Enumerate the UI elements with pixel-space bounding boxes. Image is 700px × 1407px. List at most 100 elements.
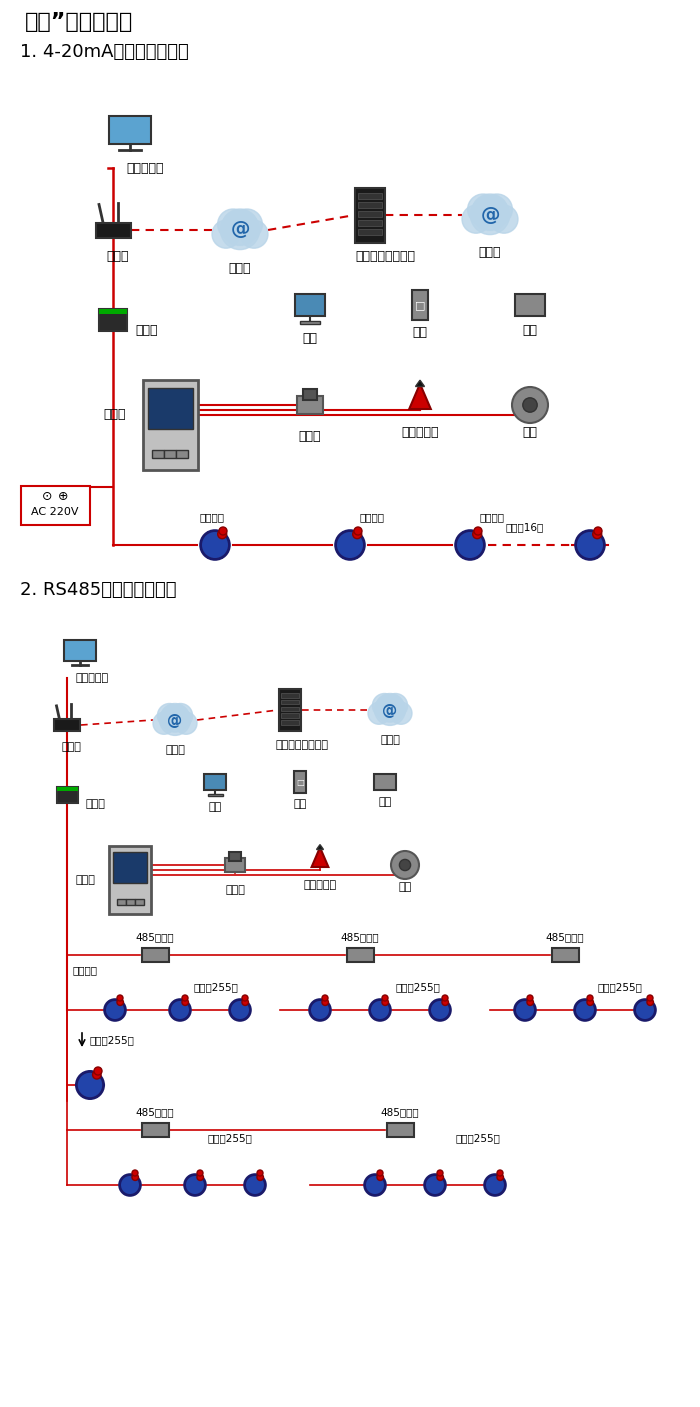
Text: □: □: [296, 778, 304, 787]
Text: 485中继器: 485中继器: [381, 1107, 419, 1117]
Bar: [358, 201, 382, 207]
Circle shape: [153, 712, 175, 734]
Circle shape: [169, 704, 192, 727]
Circle shape: [382, 995, 388, 1000]
Bar: [230, 853, 241, 861]
Circle shape: [244, 1175, 265, 1196]
Circle shape: [473, 529, 482, 539]
Circle shape: [425, 1175, 445, 1196]
Bar: [108, 115, 151, 145]
Circle shape: [222, 210, 258, 245]
Bar: [143, 380, 197, 470]
Bar: [412, 290, 428, 319]
Bar: [358, 193, 382, 198]
Bar: [295, 294, 325, 317]
Bar: [281, 699, 299, 705]
Text: @: @: [167, 712, 183, 727]
Circle shape: [474, 528, 482, 535]
Text: 单机版电脑: 单机版电脑: [126, 162, 164, 174]
Circle shape: [120, 1175, 141, 1196]
Text: □: □: [414, 300, 426, 310]
Text: 2. RS485信号连接系统图: 2. RS485信号连接系统图: [20, 581, 176, 599]
Circle shape: [212, 221, 240, 248]
Text: 安帕尔网络服务器: 安帕尔网络服务器: [276, 740, 328, 750]
Text: 路由器: 路由器: [106, 249, 130, 263]
Text: 可连接255台: 可连接255台: [90, 1036, 135, 1045]
Circle shape: [472, 194, 508, 231]
Circle shape: [232, 210, 262, 239]
Circle shape: [201, 530, 230, 560]
Circle shape: [257, 1173, 263, 1180]
Bar: [515, 294, 545, 317]
Polygon shape: [312, 847, 328, 867]
Circle shape: [497, 1173, 503, 1180]
Circle shape: [117, 999, 123, 1006]
Circle shape: [647, 995, 653, 1000]
Bar: [281, 720, 299, 725]
Text: ⊕: ⊕: [57, 491, 69, 504]
Text: 终端: 终端: [379, 796, 391, 808]
Circle shape: [322, 999, 328, 1006]
Circle shape: [257, 1171, 263, 1176]
Bar: [298, 395, 323, 414]
Text: 可连接255台: 可连接255台: [455, 1133, 500, 1142]
Text: 风机: 风机: [522, 426, 538, 439]
Circle shape: [309, 999, 330, 1020]
Circle shape: [575, 530, 604, 560]
Circle shape: [197, 1173, 204, 1180]
Bar: [64, 640, 96, 660]
Circle shape: [456, 530, 484, 560]
Text: ⊙: ⊙: [42, 491, 52, 504]
Bar: [346, 948, 374, 962]
Bar: [113, 853, 147, 882]
Text: 风机: 风机: [398, 882, 412, 892]
Bar: [152, 450, 164, 459]
Text: 可连接255台: 可连接255台: [208, 1133, 253, 1142]
Text: 485中继器: 485中继器: [136, 931, 174, 943]
Text: 电磁阀: 电磁阀: [299, 431, 321, 443]
Bar: [141, 1123, 169, 1137]
Circle shape: [242, 995, 248, 1000]
Circle shape: [442, 999, 449, 1006]
Circle shape: [161, 704, 189, 732]
Circle shape: [484, 1175, 505, 1196]
Circle shape: [497, 1171, 503, 1176]
Circle shape: [442, 995, 448, 1000]
Circle shape: [430, 999, 450, 1020]
Text: 声光报警器: 声光报警器: [303, 879, 337, 891]
Bar: [99, 310, 127, 314]
Text: 可连接255台: 可连接255台: [598, 982, 643, 992]
Circle shape: [376, 694, 405, 722]
Text: 互联网: 互联网: [229, 262, 251, 274]
Circle shape: [175, 712, 197, 734]
Circle shape: [575, 999, 596, 1020]
Circle shape: [372, 694, 397, 718]
Circle shape: [384, 694, 407, 718]
Text: AC 220V: AC 220V: [32, 507, 78, 516]
Bar: [225, 858, 245, 872]
Circle shape: [374, 695, 405, 726]
Circle shape: [160, 705, 190, 736]
Circle shape: [370, 999, 391, 1020]
Circle shape: [117, 995, 123, 1000]
Circle shape: [390, 702, 412, 725]
Circle shape: [354, 528, 362, 535]
Bar: [281, 706, 299, 711]
Bar: [57, 787, 78, 803]
Text: 安帕尔网络服务器: 安帕尔网络服务器: [355, 250, 415, 263]
Circle shape: [368, 702, 390, 725]
Circle shape: [182, 995, 188, 1000]
Text: 可连接16个: 可连接16个: [505, 522, 543, 532]
Circle shape: [242, 999, 248, 1006]
Circle shape: [647, 999, 654, 1006]
Bar: [294, 771, 306, 794]
Bar: [358, 228, 382, 235]
Bar: [116, 899, 125, 905]
Circle shape: [132, 1171, 138, 1176]
Circle shape: [218, 529, 227, 539]
Text: @: @: [230, 221, 250, 239]
Bar: [176, 450, 188, 459]
Bar: [279, 689, 301, 730]
Circle shape: [468, 194, 498, 225]
Text: 信号输出: 信号输出: [480, 512, 505, 522]
